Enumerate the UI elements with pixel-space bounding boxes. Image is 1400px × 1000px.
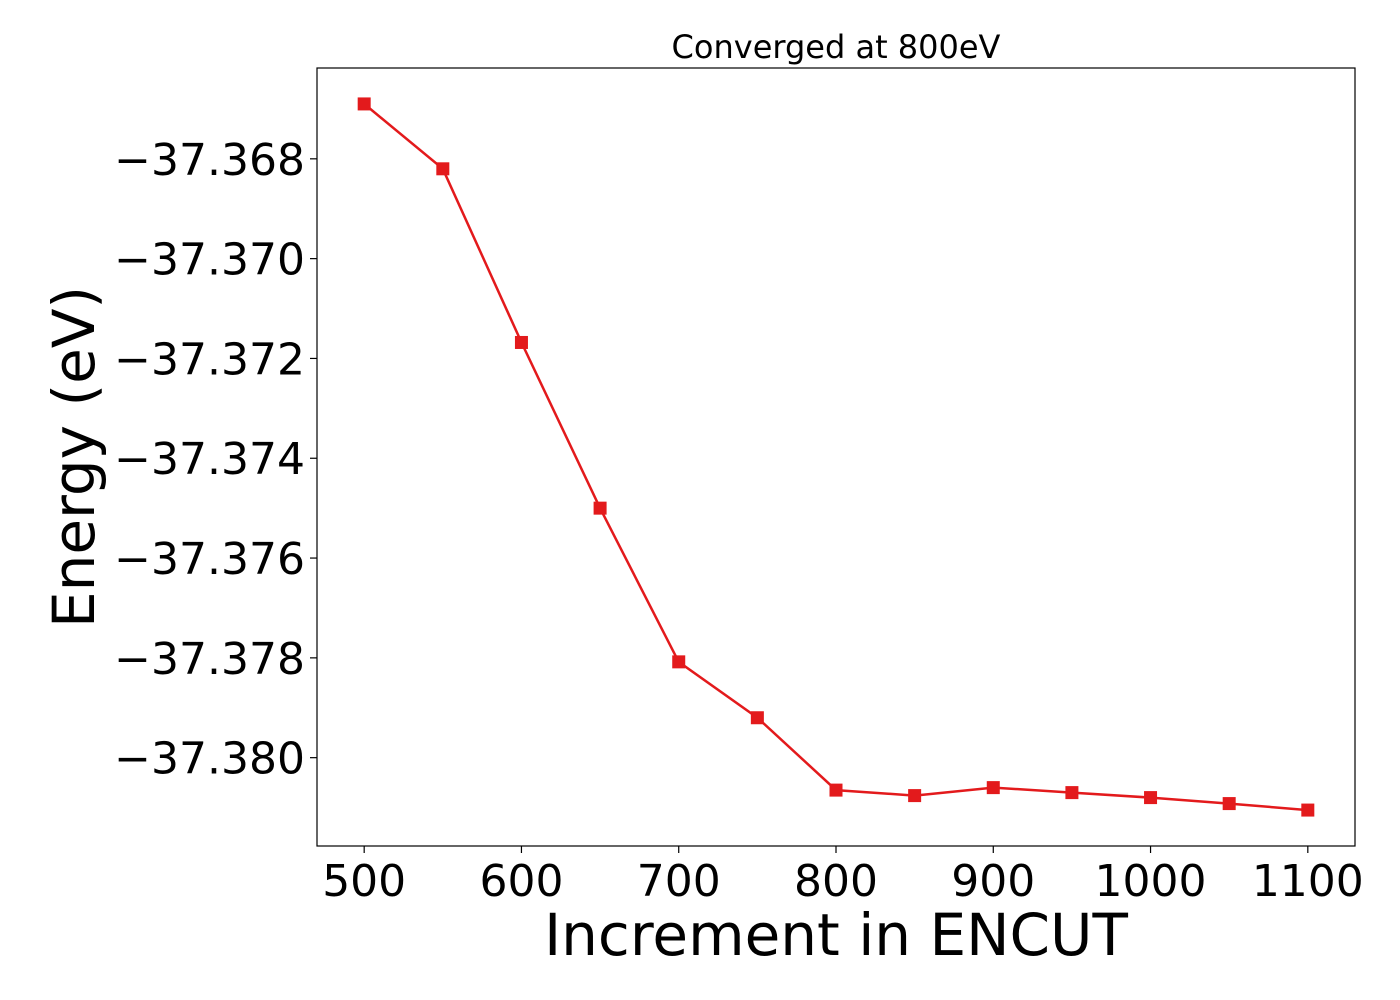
y-axis: −37.380 −37.378 −37.376 −37.374 −37.372 −37.3… <box>114 135 317 785</box>
data-point <box>436 162 450 176</box>
data-point <box>672 655 686 669</box>
data-point <box>1144 791 1158 805</box>
data-point <box>1301 803 1315 817</box>
y-tick-label: −37.368 <box>114 135 305 186</box>
x-tick-label: 1100 <box>1252 856 1364 907</box>
y-axis-label: Energy (eV) <box>40 286 108 628</box>
data-point <box>829 783 843 797</box>
y-tick-label: −37.376 <box>114 534 305 585</box>
y-tick-label: −37.370 <box>114 235 305 286</box>
x-tick-label: 600 <box>479 856 563 907</box>
x-tick-label: 900 <box>951 856 1035 907</box>
data-point <box>986 781 1000 795</box>
data-point <box>1065 786 1079 800</box>
series-line <box>363 102 1308 812</box>
x-tick-label: 500 <box>322 856 406 907</box>
x-axis: 500 600 700 800 900 1000 1100 <box>322 846 1364 907</box>
y-tick-label: −37.372 <box>114 334 305 385</box>
x-axis-label: Increment in ENCUT <box>544 901 1128 969</box>
data-point <box>908 789 922 803</box>
plot-layer <box>357 97 1315 817</box>
x-tick-label: 800 <box>794 856 878 907</box>
plot-frame <box>316 67 1356 847</box>
x-tick-label: 1000 <box>1095 856 1207 907</box>
data-point <box>514 335 528 349</box>
x-tick-label: 700 <box>637 856 721 907</box>
data-point <box>357 97 371 111</box>
data-point <box>750 711 764 725</box>
y-tick-label: −37.378 <box>114 634 305 685</box>
data-point <box>593 501 607 515</box>
data-point <box>1222 797 1236 811</box>
y-tick-label: −37.374 <box>114 434 305 485</box>
chart-title: Converged at 800eV <box>672 28 1001 66</box>
y-tick-label: −37.380 <box>114 734 305 785</box>
